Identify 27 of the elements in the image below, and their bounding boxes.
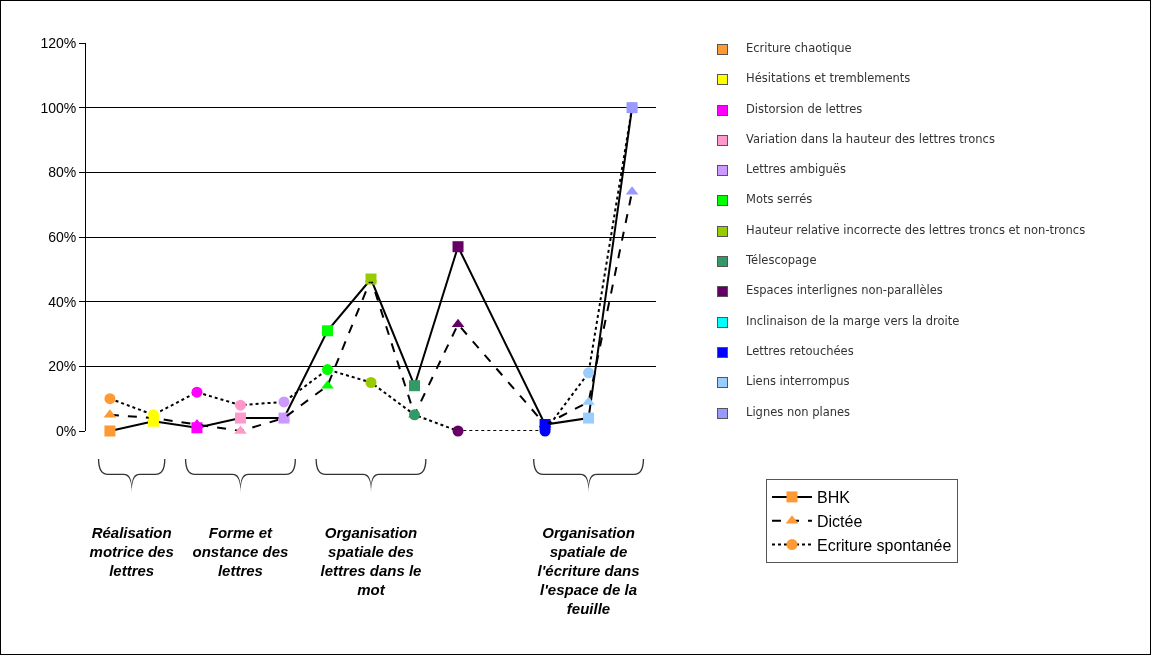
y-tick-label: 120% — [40, 34, 77, 51]
text: Variation dans la hauteur des lettres troncs — [746, 131, 995, 146]
y-tick-label: 100% — [40, 99, 77, 116]
text: Hauteur relative incorrecte des lettres troncs et non-troncs — [746, 222, 1086, 237]
text: Espaces interlignes non-parallèles — [746, 283, 943, 298]
y-tick-label: 0% — [55, 422, 77, 439]
text: Réalisation motrice des lettres — [89, 524, 174, 579]
text: Forme et onstance des lettres — [191, 523, 290, 580]
text: Lignes non planes — [746, 404, 851, 419]
text: Distorsion de lettres — [746, 101, 863, 116]
text: Liens interrompus — [746, 374, 850, 389]
y-tick-label: 20% — [48, 358, 77, 375]
y-tick-label: 60% — [48, 228, 77, 245]
text: Hésitations et tremblements — [746, 71, 911, 86]
text: Lettres retouchées — [746, 343, 854, 358]
text: Organisation spatiale de l'écriture dans l'espace de la feuille — [536, 523, 641, 618]
text: Lettres ambiguës — [746, 162, 846, 177]
legend-label: Ecriture spontanée — [817, 536, 952, 554]
y-tick-label: 80% — [48, 164, 77, 181]
text: Télescopage — [746, 253, 817, 268]
text: Inclinaison de la marge vers la droite — [746, 313, 960, 328]
y-tick-label: 40% — [48, 293, 77, 310]
text: Ecriture chaotique — [746, 41, 852, 55]
legend-label: Dictée — [817, 512, 863, 530]
text: Organisation spatiale des lettres dans le mot — [319, 523, 423, 599]
legend-label: BHK — [817, 489, 851, 507]
text: Mots serrés — [746, 192, 813, 207]
